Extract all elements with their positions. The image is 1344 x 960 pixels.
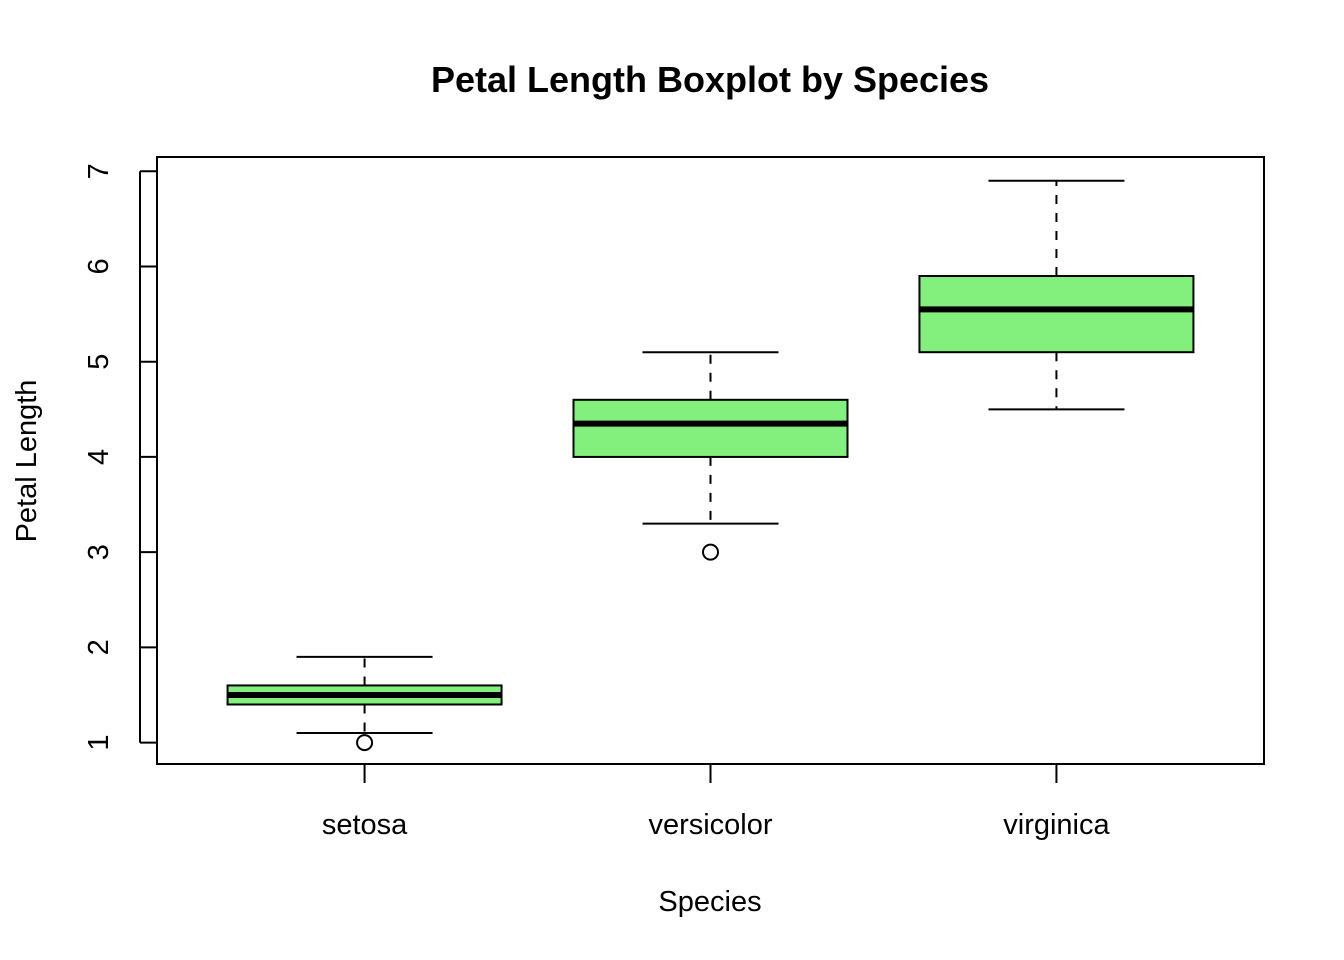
x-tick-label: setosa (322, 809, 408, 841)
iqr-box (918, 275, 1195, 354)
box-series (226, 179, 1195, 752)
box-setosa (226, 655, 503, 752)
x-axis-label: Species (658, 886, 761, 918)
x-axis: setosa versicolor virginica (322, 764, 1110, 841)
y-tick-label: 4 (83, 449, 115, 465)
x-tick-label: versicolor (648, 809, 772, 841)
box-versicolor (572, 351, 849, 561)
y-tick-label: 2 (83, 639, 115, 655)
y-tick-label: 7 (83, 163, 115, 179)
outlier-point (356, 734, 374, 752)
box-virginica (918, 179, 1195, 411)
y-tick-label: 6 (83, 258, 115, 274)
y-axis: 1 2 3 4 5 6 7 (83, 163, 157, 751)
y-tick-label: 1 (83, 735, 115, 751)
x-tick-label: virginica (1003, 809, 1110, 841)
y-tick-label: 5 (83, 354, 115, 370)
chart-title: Petal Length Boxplot by Species (431, 59, 989, 100)
y-axis-label: Petal Length (11, 380, 43, 543)
outlier-point (702, 543, 719, 561)
iqr-box (572, 398, 849, 458)
y-tick-label: 3 (83, 544, 115, 560)
